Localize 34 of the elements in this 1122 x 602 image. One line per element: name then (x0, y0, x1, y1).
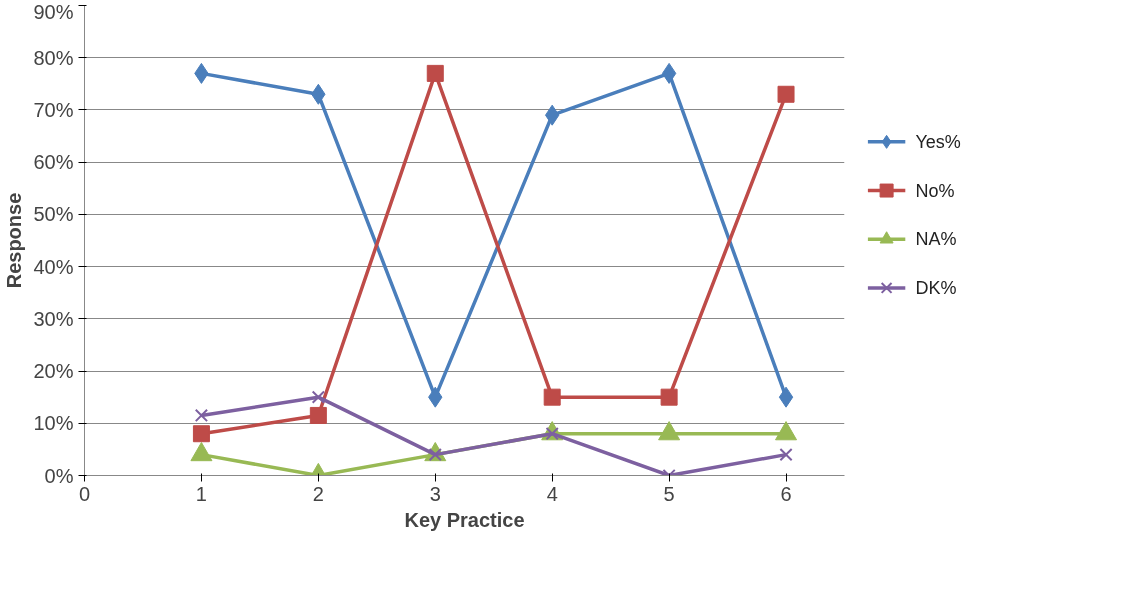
y-tick-label: 70% (33, 98, 74, 121)
legend-label: Yes% (915, 131, 961, 152)
point (660, 388, 678, 406)
x-tick-label: 4 (546, 482, 558, 505)
x-tick-label: 5 (663, 482, 675, 505)
point (311, 390, 325, 404)
y-tick-label: 60% (33, 151, 74, 174)
point (661, 62, 677, 84)
point (779, 447, 793, 462)
x-tick-label: 1 (195, 482, 207, 505)
y-tick-label: 20% (33, 360, 74, 383)
y-tick-label: 80% (33, 46, 74, 69)
y-tick-label: 0% (44, 464, 74, 487)
legend-label: NA% (915, 229, 957, 250)
legend-label: No% (915, 180, 955, 201)
point (309, 406, 327, 424)
point (192, 425, 210, 443)
point (194, 408, 209, 423)
y-tick-label: 10% (33, 412, 74, 435)
x-axis-title: Key Practice (404, 508, 525, 531)
legend-label: DK% (915, 277, 957, 298)
y-tick-label: 30% (33, 307, 74, 330)
x-tick-label: 3 (429, 482, 441, 505)
point (778, 386, 794, 408)
point (543, 388, 561, 406)
x-tick-label: 6 (780, 482, 792, 505)
y-tick-label: 90% (33, 0, 74, 23)
y-tick-label: 40% (33, 255, 74, 278)
y-tick-label: 50% (33, 203, 74, 226)
y-axis-title: Response (3, 192, 26, 289)
x-tick-label: 0 (78, 482, 91, 505)
point (777, 85, 795, 103)
x-tick-label: 2 (312, 482, 324, 505)
point (426, 64, 444, 82)
